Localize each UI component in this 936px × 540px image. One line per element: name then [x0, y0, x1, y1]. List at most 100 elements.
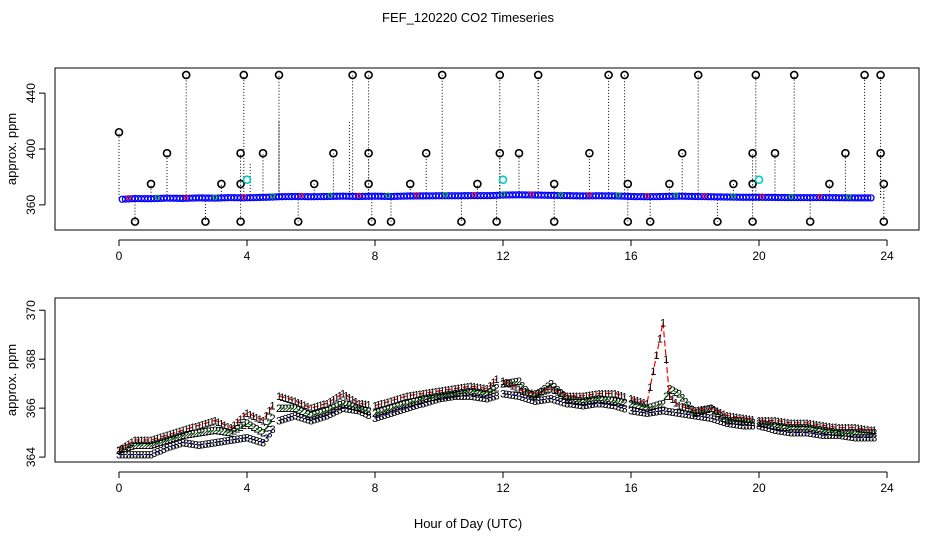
- series-marker-2: 2: [596, 393, 602, 405]
- x-tick-label: 24: [880, 249, 894, 263]
- series-marker-3: 3: [314, 413, 320, 425]
- series-marker-2: 2: [398, 400, 404, 412]
- spike-point: [162, 148, 172, 158]
- series-marker-1: 1: [410, 390, 416, 402]
- series-marker-1: 1: [455, 383, 461, 395]
- series-marker-3: 3: [766, 423, 772, 435]
- series-marker-3: 3: [532, 396, 538, 408]
- series-marker-2: 2: [308, 410, 314, 422]
- series-marker-3: 3: [238, 434, 244, 446]
- series-marker-2: 2: [391, 402, 397, 414]
- series-marker-1: 1: [449, 384, 455, 396]
- series-marker-1: 1: [474, 382, 480, 394]
- series-marker-2: 2: [167, 434, 173, 446]
- series-marker-1: 1: [666, 391, 672, 403]
- series-marker-2: 2: [330, 403, 336, 415]
- series-line-3: [374, 394, 497, 419]
- series-marker-3: 3: [129, 450, 135, 462]
- baseline-point: [864, 194, 872, 202]
- series-marker-2: 2: [186, 429, 192, 441]
- spike-point: [367, 217, 377, 226]
- series-marker-1: 1: [244, 408, 250, 420]
- series-marker-3: 3: [222, 436, 228, 448]
- series-marker-3: 3: [862, 433, 868, 445]
- series-marker-3: 3: [695, 411, 701, 423]
- series-marker-2: 2: [695, 407, 701, 419]
- series-marker-3: 3: [641, 408, 647, 420]
- series-marker-1: 1: [865, 424, 871, 436]
- series-marker-1: 1: [193, 421, 199, 433]
- series-marker-1: 1: [468, 381, 474, 393]
- top-x-axis: 0 4 8 12 16 20 24: [116, 239, 894, 263]
- overlay-point: [298, 192, 305, 199]
- series-marker-2: 2: [452, 388, 458, 400]
- spike-point: [748, 179, 757, 189]
- series-marker-2: 2: [628, 398, 634, 410]
- series-marker-1: 1: [471, 382, 477, 394]
- series-marker-2: 2: [526, 388, 532, 400]
- series-line-3: [630, 409, 753, 426]
- series-marker-3: 3: [740, 420, 746, 432]
- series-marker-3: 3: [337, 405, 343, 417]
- series-marker-2: 2: [638, 401, 644, 413]
- series-marker-1: 1: [676, 401, 682, 413]
- series-marker-2: 2: [762, 419, 768, 431]
- series-marker-1: 1: [849, 423, 855, 435]
- series-marker-1: 1: [519, 386, 525, 398]
- overlay-point: [673, 192, 679, 198]
- top-panel: 0 4 8 12 16 20 24 360 400 440 approx. ppm: [4, 67, 920, 263]
- series-marker-3: 3: [350, 405, 356, 417]
- spike-point: [604, 70, 613, 80]
- series-marker-1: 1: [855, 423, 861, 435]
- spike-point: [693, 70, 703, 80]
- series-marker-1: 1: [212, 415, 218, 427]
- y-tick-label: 370: [24, 300, 38, 320]
- series-marker-1: 1: [151, 434, 157, 446]
- series-marker-3: 3: [503, 389, 509, 401]
- x-tick-label: 12: [496, 481, 510, 495]
- series-marker-1: 1: [862, 424, 868, 436]
- series-marker-1: 1: [180, 425, 186, 437]
- series-marker-3: 3: [324, 410, 330, 422]
- series-marker-3: 3: [801, 428, 807, 440]
- series-marker-2: 2: [474, 387, 480, 399]
- series-marker-2: 2: [170, 433, 176, 445]
- series-marker-2: 2: [833, 427, 839, 439]
- series-marker-1: 1: [206, 417, 212, 429]
- series-marker-3: 3: [663, 406, 669, 418]
- series-marker-1: 1: [727, 411, 733, 423]
- series-marker-3: 3: [580, 401, 586, 413]
- series-marker-3: 3: [209, 438, 215, 450]
- series-marker-1: 1: [138, 435, 144, 447]
- series-marker-3: 3: [257, 436, 263, 448]
- series-marker-3: 3: [343, 404, 349, 416]
- x-tick-label: 20: [752, 249, 766, 263]
- series-marker-3: 3: [305, 414, 311, 426]
- series-marker-1: 1: [190, 422, 196, 434]
- series-marker-1: 1: [721, 409, 727, 421]
- series-marker-3: 3: [666, 407, 672, 419]
- series-marker-1: 1: [711, 405, 717, 417]
- series-marker-3: 3: [788, 428, 794, 440]
- spike-point: [789, 70, 799, 80]
- series-marker-2: 2: [439, 390, 445, 402]
- series-marker-3: 3: [500, 388, 506, 400]
- series-marker-3: 3: [714, 415, 720, 427]
- series-marker-3: 3: [538, 395, 544, 407]
- series-marker-3: 3: [513, 390, 519, 402]
- series-marker-2: 2: [158, 437, 164, 449]
- series-marker-1: 1: [295, 397, 301, 409]
- spike-point: [549, 217, 559, 226]
- series-marker-1: 1: [513, 382, 519, 394]
- series-marker-2: 2: [606, 395, 612, 407]
- series-marker-1: 1: [628, 393, 634, 405]
- series-marker-3: 3: [599, 399, 605, 411]
- series-marker-3: 3: [340, 403, 346, 415]
- series-marker-3: 3: [778, 426, 784, 438]
- series-marker-3: 3: [823, 430, 829, 442]
- series-marker-1: 1: [746, 414, 752, 426]
- series-marker-3: 3: [718, 416, 724, 428]
- series-marker-1: 1: [145, 435, 151, 447]
- series-marker-2: 2: [503, 378, 509, 390]
- series-marker-2: 2: [366, 406, 372, 418]
